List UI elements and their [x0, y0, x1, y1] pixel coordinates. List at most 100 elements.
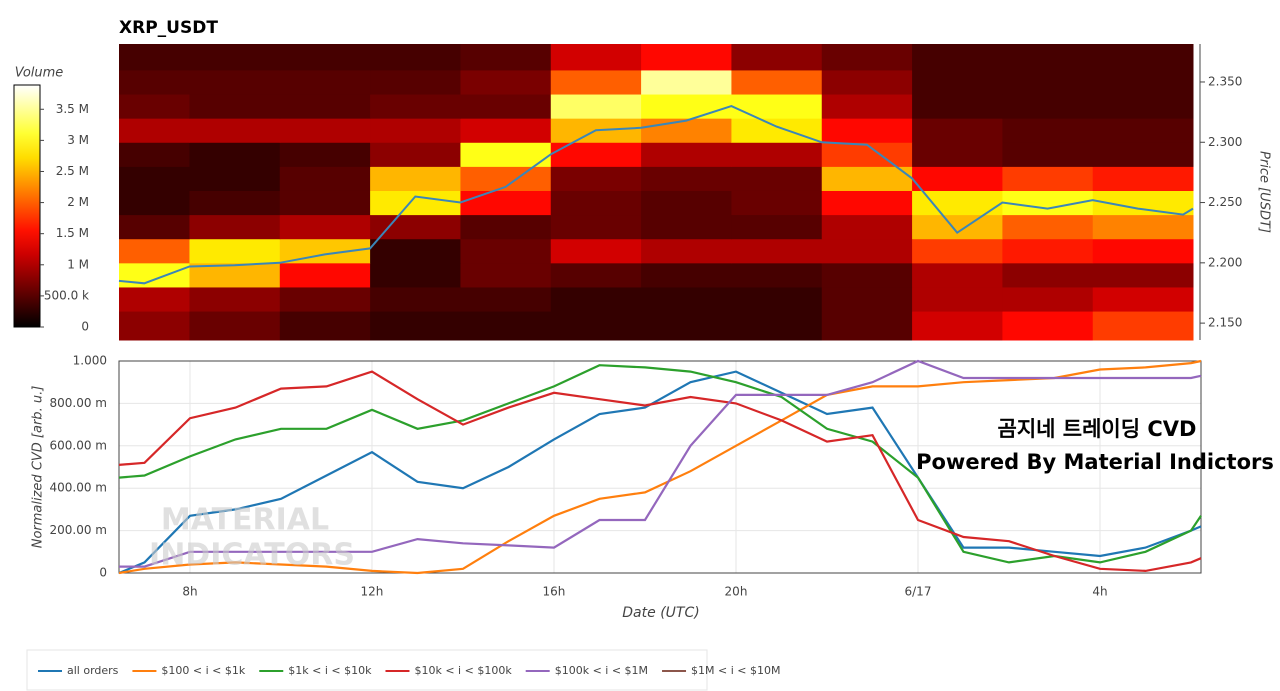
y-tick-label: 0 — [99, 566, 107, 580]
heat-cell — [550, 69, 642, 95]
cvd-line — [118, 370, 1202, 575]
heat-cell — [119, 166, 190, 191]
heat-cell — [1092, 166, 1194, 191]
heat-cell — [821, 94, 913, 119]
heat-cell — [1002, 238, 1094, 264]
heat-cell — [641, 166, 732, 191]
heat-cell — [731, 311, 823, 341]
heat-cell — [460, 118, 552, 143]
legend-label: $100 < i < $1k — [161, 664, 245, 677]
heat-cell — [279, 44, 371, 71]
heat-cell — [119, 69, 190, 95]
colorbar-tick-label: 1.5 M — [56, 226, 89, 240]
heat-cell — [731, 118, 823, 143]
heat-cell — [641, 142, 732, 167]
heat-cell — [460, 44, 552, 71]
heat-cell — [119, 311, 190, 341]
x-tick-label: 20h — [725, 585, 748, 599]
colorbar-title: Volume — [15, 66, 64, 81]
heat-cell — [370, 311, 461, 341]
x-tick-label: 8h — [182, 585, 197, 599]
heat-cell — [1002, 142, 1094, 167]
heat-cell — [460, 69, 552, 95]
y-tick-label: 2.300 — [1208, 135, 1242, 149]
heat-cell — [189, 214, 281, 240]
heat-cell — [550, 44, 642, 71]
heat-cell — [641, 286, 732, 312]
y-tick-label: 400.00 m — [50, 481, 108, 495]
heat-cell — [821, 44, 913, 71]
watermark: INDICATORS — [149, 538, 355, 573]
heat-cell — [641, 311, 732, 341]
heat-cell — [119, 44, 190, 71]
y-axis-label: Normalized CVD [arb. u.] — [31, 386, 46, 549]
heat-cell — [370, 94, 461, 119]
heat-cell — [279, 94, 371, 119]
heat-cell — [460, 190, 552, 216]
heat-cell — [550, 214, 642, 240]
colorbar — [13, 84, 41, 328]
heat-cell — [550, 238, 642, 264]
y-tick-label: 2.350 — [1208, 74, 1242, 88]
heat-cell — [119, 190, 190, 216]
heat-cell — [370, 44, 461, 71]
heat-cell — [189, 166, 281, 191]
heat-cell — [912, 69, 1003, 95]
heat-cell — [189, 190, 281, 216]
heat-cell — [912, 286, 1003, 312]
heat-cell — [1092, 238, 1194, 264]
heat-cell — [279, 311, 371, 341]
heat-cell — [279, 69, 371, 95]
colorbar-tick-label: 2.5 M — [56, 164, 89, 178]
heat-cell — [821, 190, 913, 216]
heat-cell — [912, 142, 1003, 167]
heat-cell — [912, 118, 1003, 143]
heat-cell — [731, 44, 823, 71]
heat-cell — [731, 238, 823, 264]
heat-cell — [460, 311, 552, 341]
heat-cell — [370, 142, 461, 167]
heat-cell — [912, 262, 1003, 288]
heat-cell — [189, 94, 281, 119]
colorbar-tick-label: 2 M — [67, 195, 89, 209]
heat-cell — [460, 214, 552, 240]
y-tick-label: 800.00 m — [50, 396, 108, 410]
heat-cell — [550, 262, 642, 288]
cvd-line — [118, 370, 1202, 573]
heat-cell — [460, 262, 552, 288]
watermark: MATERIAL — [161, 503, 329, 538]
heat-cell — [1002, 44, 1094, 71]
heat-cell — [731, 262, 823, 288]
heat-cell — [1002, 286, 1094, 312]
heat-cell — [641, 214, 732, 240]
heat-cell — [279, 262, 371, 288]
x-tick-label: 6/17 — [905, 585, 932, 599]
heat-cell — [189, 311, 281, 341]
heat-cell — [119, 262, 190, 288]
heat-cell — [119, 142, 190, 167]
heat-cell — [370, 190, 461, 216]
heat-cell — [370, 69, 461, 95]
heat-cell — [370, 166, 461, 191]
colorbar-tick-label: 0 — [81, 320, 89, 334]
heat-cell — [460, 238, 552, 264]
heat-cell — [279, 118, 371, 143]
legend-label: $10k < i < $100k — [414, 664, 512, 677]
plot-frame — [118, 360, 1202, 574]
heat-cell — [550, 190, 642, 216]
heat-cell — [1002, 94, 1094, 119]
heat-cell — [189, 238, 281, 264]
heat-cell — [821, 166, 913, 191]
heat-cell — [370, 214, 461, 240]
heat-cell — [370, 262, 461, 288]
heat-cell — [731, 94, 823, 119]
heat-cell — [821, 142, 913, 167]
colorbar-tick-label: 500.0 k — [44, 288, 89, 302]
heat-cell — [731, 286, 823, 312]
heat-cell — [1092, 44, 1194, 71]
colorbar-tick-label: 1 M — [67, 257, 89, 271]
x-axis-label: Date (UTC) — [622, 605, 699, 621]
heat-cell — [1092, 262, 1194, 288]
y-tick-label: 1.000 — [73, 354, 107, 368]
